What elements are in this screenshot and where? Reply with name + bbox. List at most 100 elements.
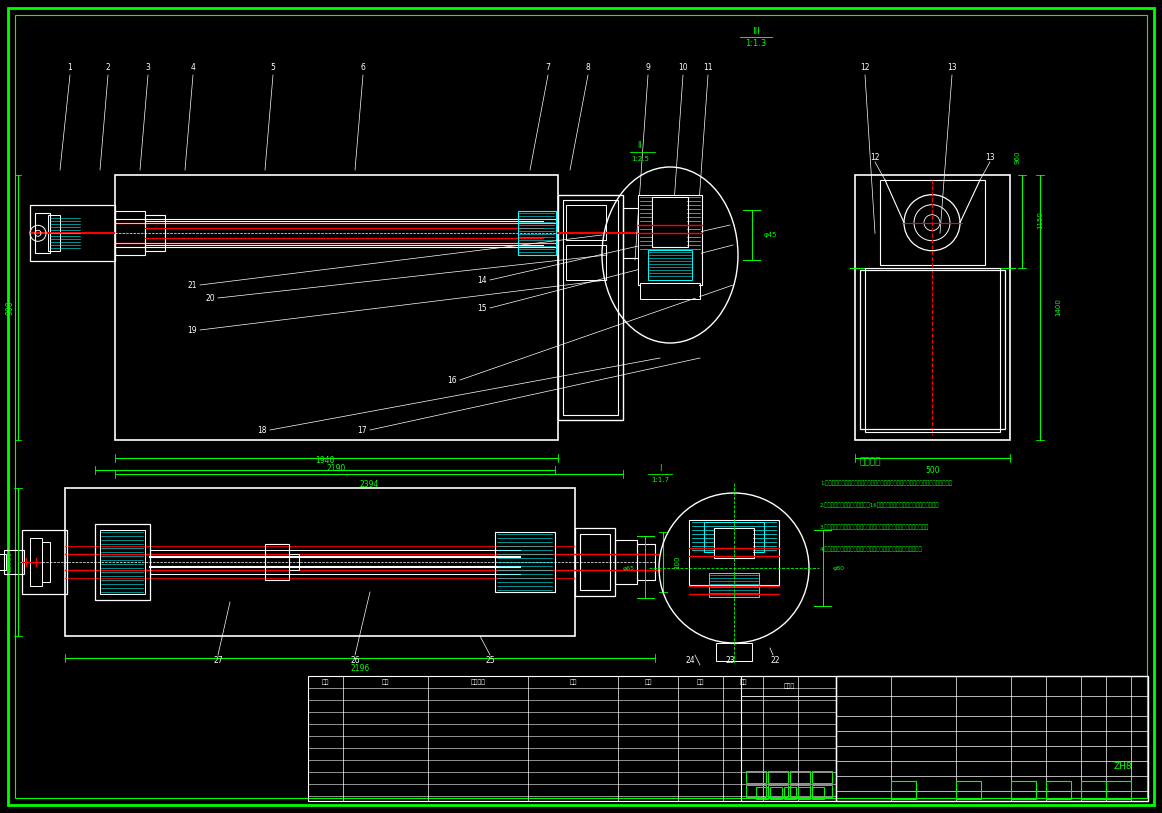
- Bar: [48, 215, 60, 251]
- Text: 12: 12: [870, 153, 880, 162]
- Text: 900: 900: [6, 300, 14, 315]
- Bar: [30, 538, 42, 586]
- Bar: [145, 215, 165, 251]
- Bar: [115, 175, 558, 440]
- Text: 标准件: 标准件: [783, 683, 795, 689]
- Text: 280±1: 280±1: [7, 551, 13, 572]
- Bar: [30, 206, 115, 261]
- Text: 500: 500: [925, 466, 940, 475]
- Text: 备注: 备注: [739, 679, 747, 685]
- Bar: [638, 545, 654, 579]
- Text: 重量: 重量: [696, 679, 704, 685]
- Bar: [518, 211, 555, 255]
- Bar: [880, 180, 985, 265]
- Bar: [956, 781, 981, 799]
- Bar: [624, 209, 652, 257]
- Bar: [615, 540, 637, 584]
- Text: 3: 3: [145, 63, 150, 72]
- Bar: [559, 196, 622, 419]
- Text: 19: 19: [187, 325, 196, 334]
- Bar: [308, 676, 835, 801]
- Bar: [3, 550, 24, 574]
- Text: φ45: φ45: [763, 232, 776, 238]
- Text: 技术要求: 技术要求: [859, 458, 881, 467]
- Text: 7: 7: [546, 63, 551, 72]
- Text: 5: 5: [271, 63, 275, 72]
- Text: 2196: 2196: [351, 663, 370, 672]
- Bar: [0, 554, 6, 570]
- Bar: [639, 196, 701, 284]
- Bar: [640, 283, 700, 299]
- Text: I: I: [659, 463, 661, 472]
- Bar: [716, 643, 752, 661]
- Bar: [812, 785, 832, 797]
- Bar: [812, 771, 832, 783]
- Bar: [616, 541, 636, 583]
- Bar: [23, 531, 66, 593]
- Text: 6: 6: [360, 63, 365, 72]
- Bar: [690, 521, 779, 584]
- Text: III: III: [752, 28, 760, 37]
- Bar: [35, 213, 50, 254]
- Text: 序号: 序号: [321, 679, 329, 685]
- Bar: [96, 525, 149, 599]
- Bar: [496, 533, 554, 591]
- Text: 20: 20: [206, 293, 215, 302]
- Text: 3.电机转速：根据超声电源控制，调整频率使超声振荡达到最佳共振状态。: 3.电机转速：根据超声电源控制，调整频率使超声振荡达到最佳共振状态。: [820, 524, 930, 529]
- Text: 4: 4: [191, 63, 195, 72]
- Bar: [65, 488, 575, 636]
- Bar: [576, 529, 614, 595]
- Bar: [638, 195, 702, 285]
- Text: 2190: 2190: [327, 463, 346, 472]
- Text: 23: 23: [725, 655, 734, 664]
- Bar: [1106, 781, 1131, 799]
- Bar: [746, 771, 766, 783]
- Text: 22: 22: [770, 655, 780, 664]
- Text: 1: 1: [67, 63, 72, 72]
- Text: 21: 21: [187, 280, 196, 289]
- Bar: [865, 267, 1000, 432]
- Text: 25: 25: [486, 655, 495, 664]
- Text: 1.对于零件的铸造缺陷如：裂纹、气孔等视情况而定，如影响机床运转的零部件必须更换。: 1.对于零件的铸造缺陷如：裂纹、气孔等视情况而定，如影响机床运转的零部件必须更换…: [820, 480, 952, 485]
- Text: 13: 13: [947, 63, 956, 72]
- Bar: [768, 771, 788, 783]
- Bar: [812, 787, 824, 799]
- Text: 1:1.3: 1:1.3: [745, 40, 767, 49]
- Text: φ80: φ80: [833, 566, 845, 571]
- Bar: [835, 676, 1148, 801]
- Bar: [891, 781, 916, 799]
- Text: 24: 24: [686, 655, 695, 664]
- Text: 9: 9: [646, 63, 651, 72]
- Bar: [653, 198, 687, 246]
- Bar: [881, 181, 984, 263]
- Bar: [558, 195, 623, 420]
- Bar: [1011, 781, 1037, 799]
- Bar: [495, 532, 555, 592]
- Bar: [289, 554, 299, 570]
- Bar: [713, 528, 754, 558]
- Bar: [116, 212, 144, 254]
- Bar: [689, 520, 779, 585]
- Bar: [652, 197, 688, 247]
- Bar: [659, 493, 809, 643]
- Bar: [42, 542, 50, 582]
- Bar: [602, 167, 738, 343]
- Bar: [580, 534, 610, 590]
- Bar: [623, 208, 653, 259]
- Text: φ65: φ65: [623, 566, 634, 571]
- Text: 规格型号: 规格型号: [471, 679, 486, 685]
- Bar: [146, 216, 164, 250]
- Text: 16: 16: [447, 376, 457, 385]
- Bar: [861, 271, 1004, 428]
- Text: 2: 2: [106, 63, 110, 72]
- Bar: [22, 530, 67, 594]
- Text: 4.机床调试完毕后，产品只许在超声频率范围内工作，不可随意调整。: 4.机床调试完毕后，产品只许在超声频率范围内工作，不可随意调整。: [820, 546, 923, 551]
- Bar: [717, 644, 751, 660]
- Text: 100: 100: [674, 555, 680, 569]
- Bar: [641, 284, 700, 298]
- Bar: [866, 269, 999, 431]
- Bar: [709, 573, 759, 597]
- Bar: [637, 544, 655, 580]
- Text: 960: 960: [1014, 150, 1021, 163]
- Bar: [115, 175, 558, 440]
